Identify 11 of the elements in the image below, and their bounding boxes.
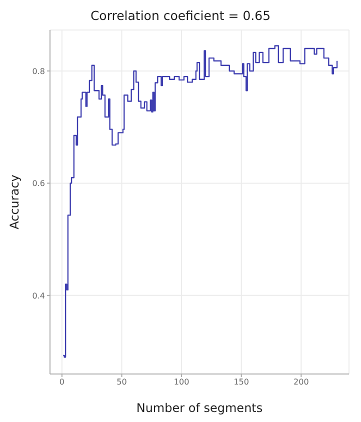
chart-title: Correlation coeficient = 0.65 xyxy=(89,8,272,25)
y-tick-label: 0.6 xyxy=(32,179,45,188)
y-tick-label: 0.8 xyxy=(32,66,45,76)
x-tick-label: 200 xyxy=(294,378,309,387)
x-tick-label: 150 xyxy=(234,378,249,387)
x-tick-label: 100 xyxy=(174,378,190,387)
y-axis-title: Accuracy xyxy=(7,174,22,230)
y-tick-label: 0.4 xyxy=(32,291,45,300)
x-tick-label: 50 xyxy=(116,378,127,387)
x-axis-title: Number of segments xyxy=(136,401,263,415)
x-tick-label: 0 xyxy=(59,378,65,387)
